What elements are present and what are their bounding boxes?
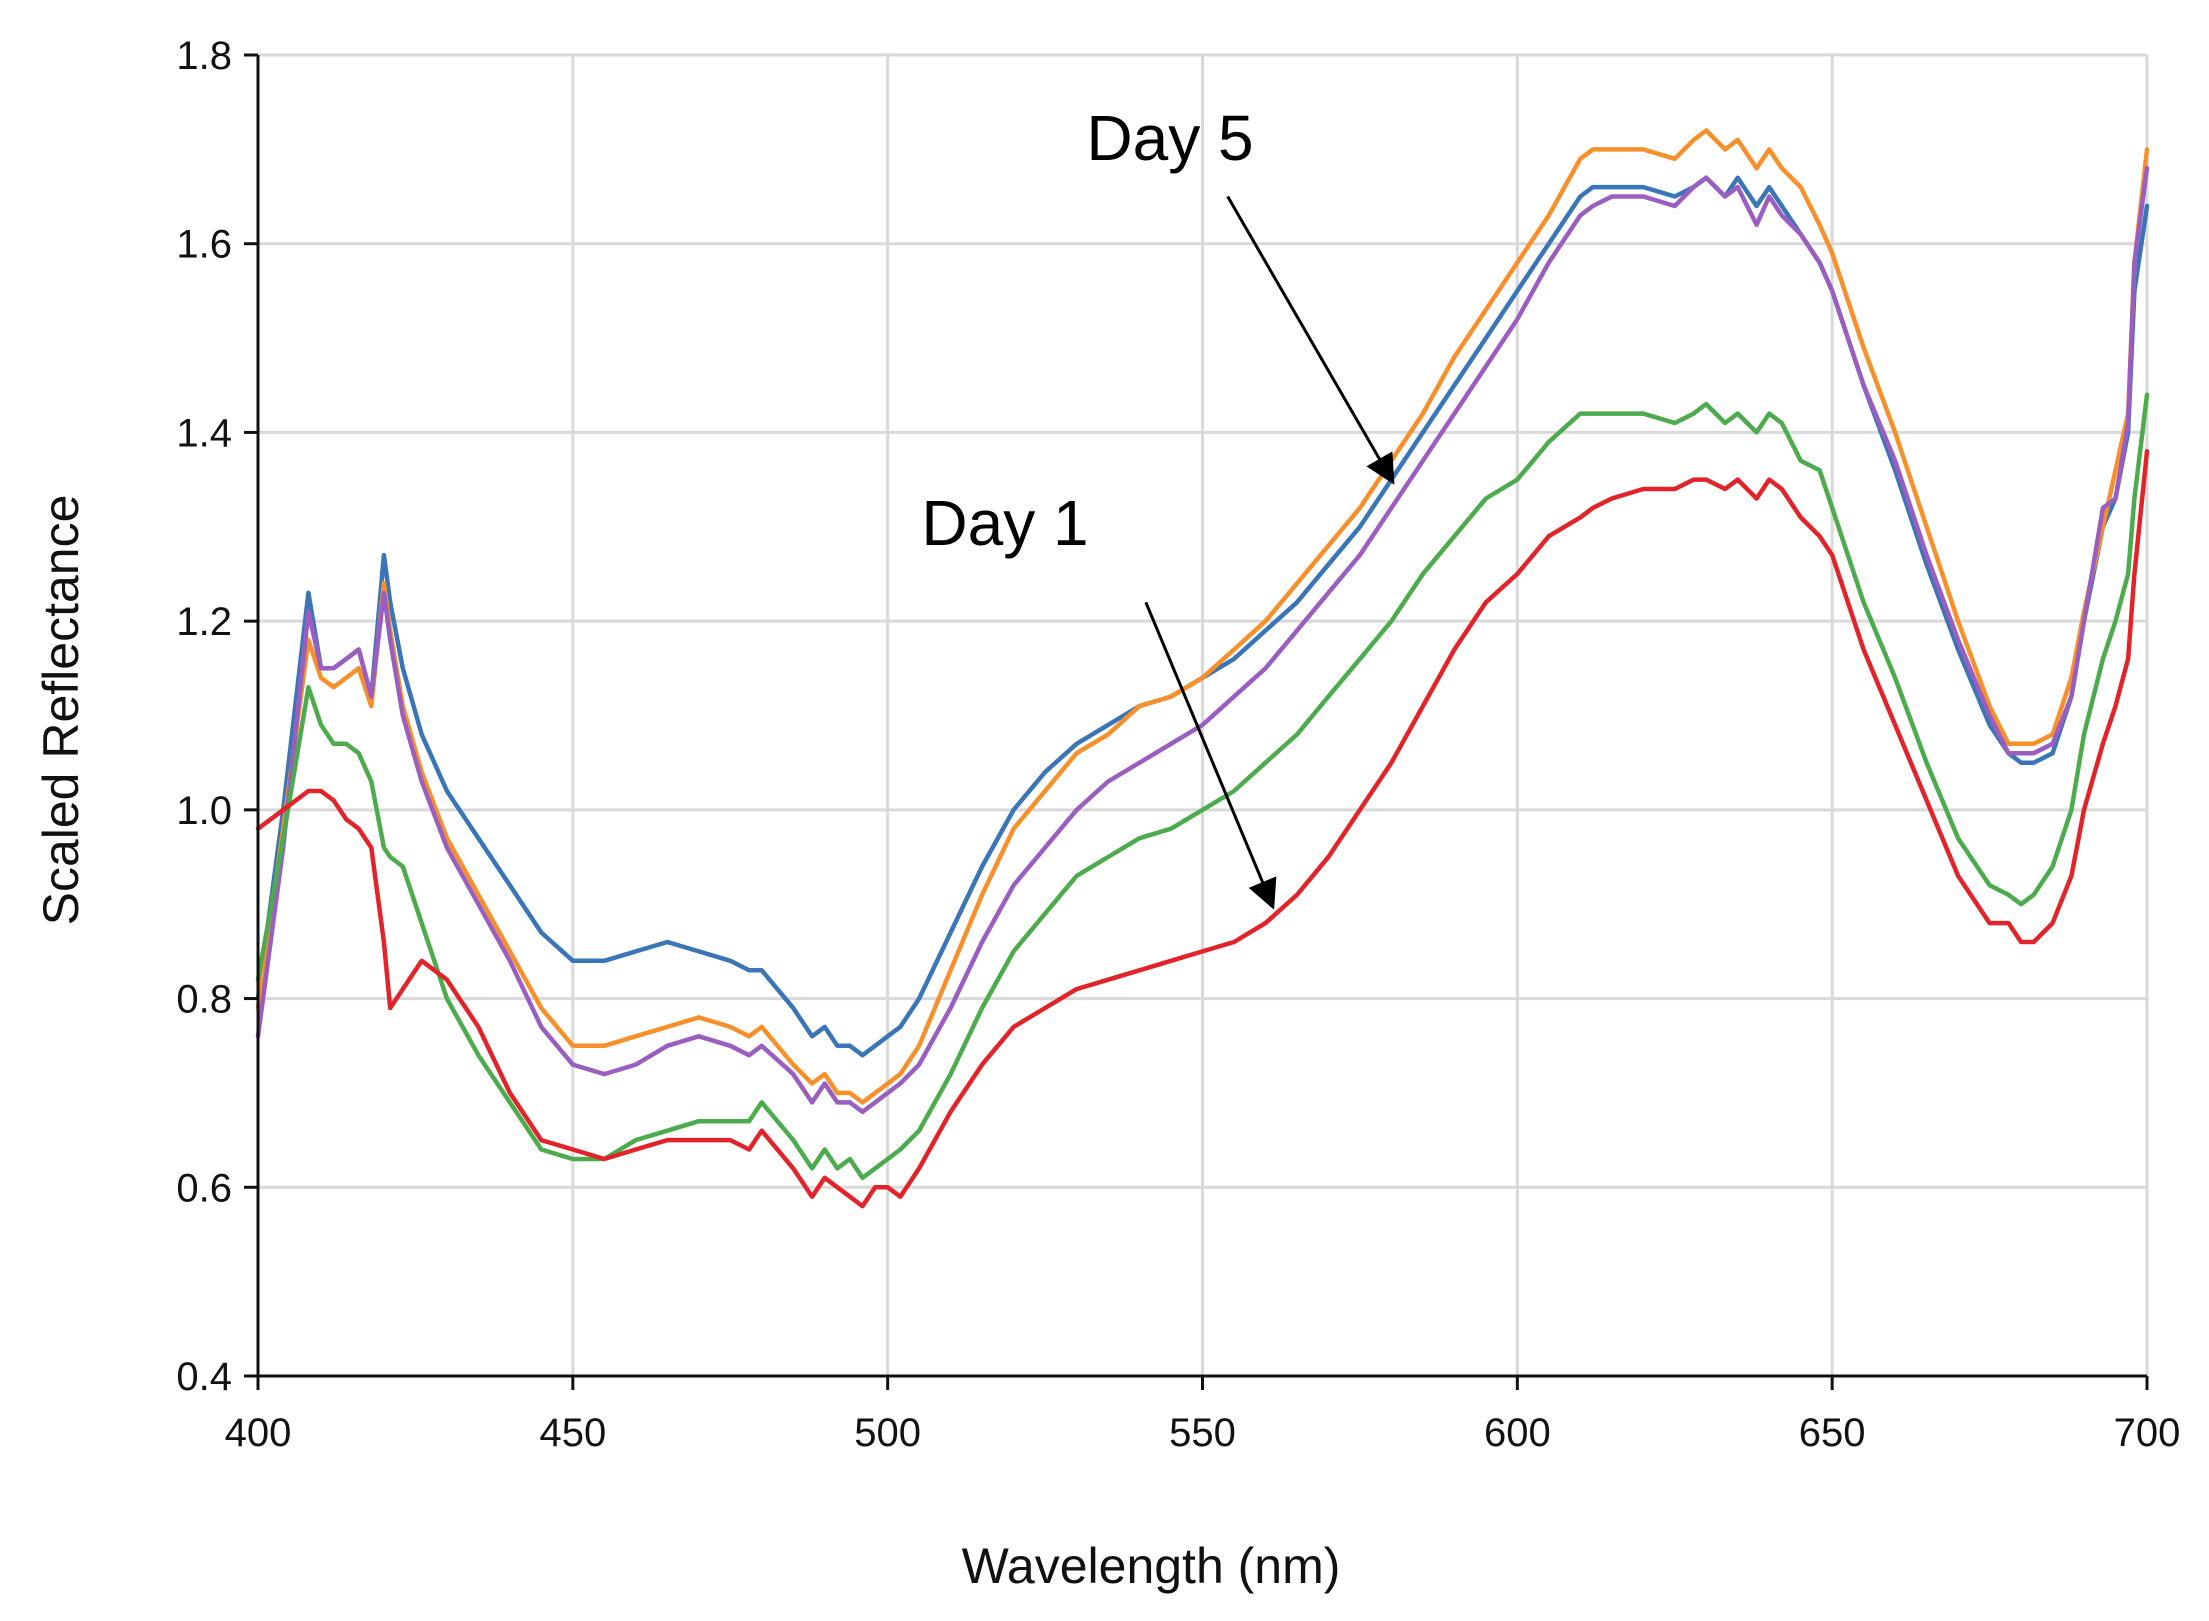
x-tick-label: 650 — [1799, 1411, 1866, 1455]
y-tick-label: 1.6 — [176, 223, 232, 267]
y-tick-label: 0.4 — [176, 1355, 232, 1399]
grid — [258, 53, 2149, 1376]
series-line-purple — [255, 165, 2150, 1115]
y-tick-label: 0.8 — [176, 978, 232, 1022]
series-line-green — [255, 392, 2150, 1181]
x-tick-label: 400 — [225, 1411, 292, 1455]
y-tick-label: 0.6 — [176, 1166, 232, 1210]
x-tick-label: 450 — [539, 1411, 606, 1455]
y-tick-label: 1.8 — [176, 34, 232, 78]
annotation-arrow — [1144, 601, 1277, 910]
annotation-label: Day 1 — [921, 487, 1088, 559]
x-tick-label: 500 — [854, 1411, 921, 1455]
axes — [244, 53, 2149, 1390]
series-line-orange — [255, 128, 2150, 1105]
series-lines — [255, 128, 2150, 1209]
x-tick-label: 700 — [2114, 1411, 2181, 1455]
x-tick-label: 550 — [1169, 1411, 1236, 1455]
y-tick-label: 1.2 — [176, 600, 232, 644]
x-tick-label: 600 — [1484, 1411, 1551, 1455]
y-tick-label: 1.0 — [176, 789, 232, 833]
series-line-red — [255, 449, 2150, 1209]
annotations: Day 5 Day 1 — [921, 102, 1395, 910]
annotation-arrow — [1226, 195, 1395, 485]
y-axis-title: Scaled Reflectance — [33, 495, 89, 926]
x-axis-title: Wavelength (nm) — [962, 1538, 1341, 1594]
tick-labels: 0.4 0.6 0.8 1.0 1.2 1.4 1.6 1.8 400 450 500 550 600 6… — [176, 34, 2180, 1455]
y-tick-label: 1.4 — [176, 411, 232, 455]
annotation-label: Day 5 — [1086, 102, 1253, 174]
